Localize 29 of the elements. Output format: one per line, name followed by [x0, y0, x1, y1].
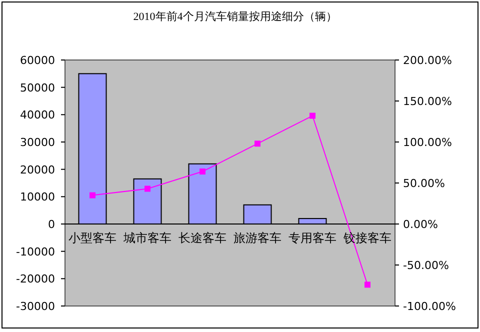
y-tick-label: -10000 [16, 245, 55, 258]
x-tick-label: 旅游客车 [234, 231, 282, 245]
y-tick-label: -20000 [16, 272, 55, 286]
y2-tick-label: -50.00% [403, 259, 449, 272]
y-tick-label: 50000 [20, 81, 55, 94]
y-tick-label: 30000 [20, 136, 55, 149]
y2-tick-label: 150.00% [403, 95, 452, 108]
y-tick-label: -30000 [16, 300, 55, 313]
point [310, 112, 316, 119]
chart-title: 2010年前4个月汽车销量按用途细分（辆） [133, 10, 337, 23]
x-tick-label: 专用客车 [288, 231, 336, 245]
y-tick-label: 10000 [20, 190, 55, 204]
point [364, 282, 370, 288]
point [254, 140, 260, 147]
x-tick-label: 小型客车 [68, 231, 116, 245]
y2-tick-label: 200.00% [403, 54, 452, 67]
point [90, 192, 96, 198]
y-tick-label: 0 [48, 218, 55, 231]
y2-tick-label: 100.00% [403, 136, 452, 149]
point [144, 186, 150, 192]
y2-tick-label: 50.00% [403, 177, 445, 190]
y2-tick-label: 0.00% [403, 218, 438, 231]
point [200, 168, 206, 175]
y-tick-label: 60000 [20, 54, 55, 67]
y-tick-label: 20000 [20, 163, 55, 176]
x-tick-label: 城市客车 [122, 231, 172, 245]
x-tick-label: 长途客车 [178, 231, 226, 245]
y-tick-label: 40000 [20, 108, 55, 122]
y2-tick-label: -100.00% [403, 300, 456, 313]
